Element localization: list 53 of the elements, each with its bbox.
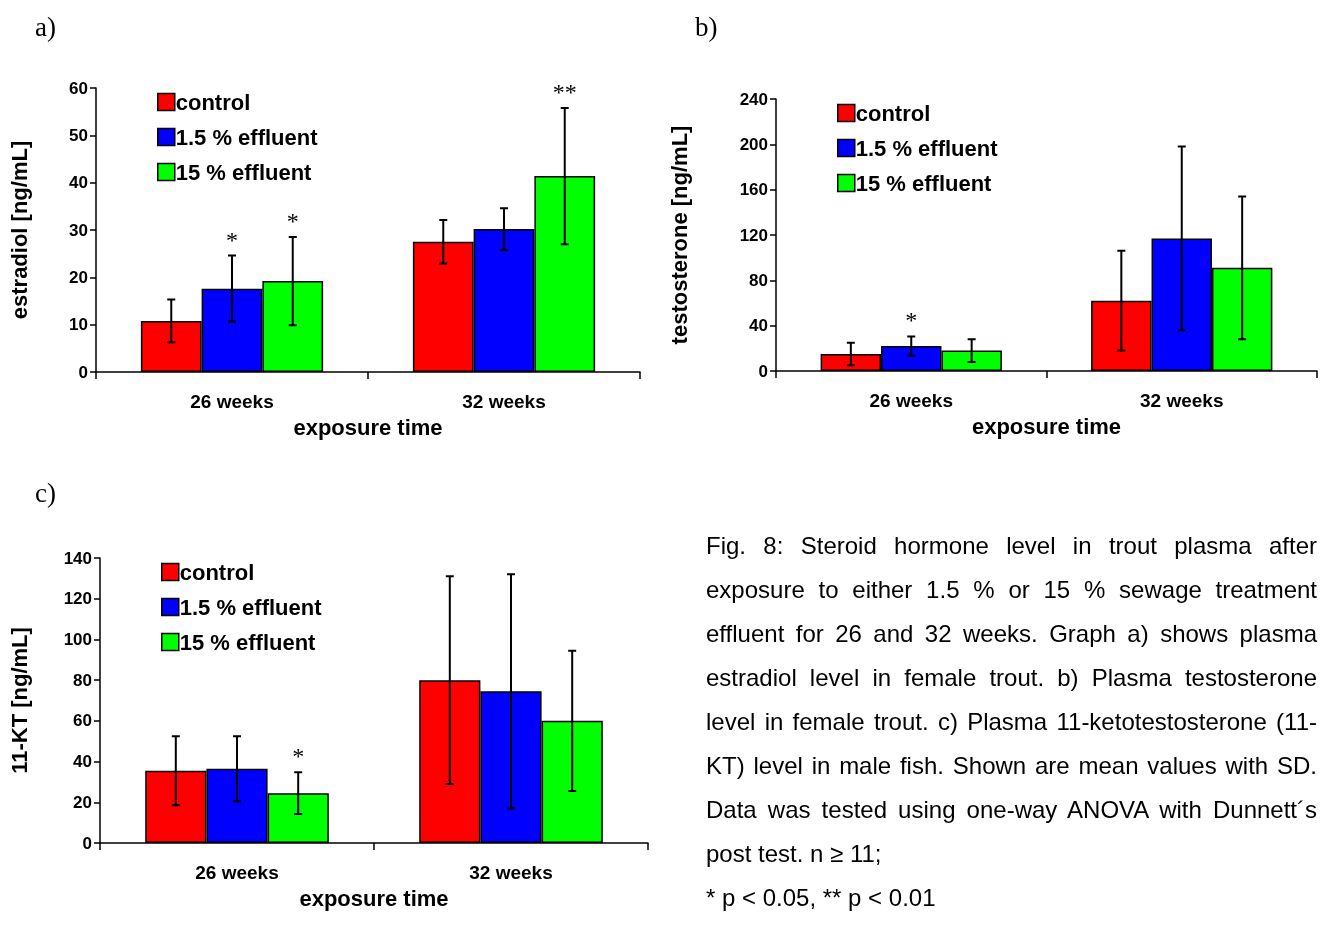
y-tick-label: 20 — [73, 792, 92, 812]
x-axis-title: exposure time — [293, 414, 443, 440]
y-tick-label: 30 — [69, 220, 88, 240]
y-axis-title: estradiol [ng/mL] — [6, 140, 32, 320]
x-axis-title: exposure time — [299, 885, 449, 911]
y-tick-label: 50 — [69, 125, 88, 145]
legend-label: 1.5 % effluent — [175, 124, 319, 150]
legend-label: 15 % effluent — [179, 629, 317, 655]
x-tick-label: 32 weeks — [1140, 390, 1224, 411]
data-label: * — [226, 226, 238, 253]
legend-label: 1.5 % effluent — [179, 594, 323, 620]
y-tick-label: 60 — [69, 78, 88, 98]
data-label: * — [905, 307, 918, 334]
legend-label: 1.5 % effluent — [855, 135, 999, 161]
y-tick-label: 0 — [758, 361, 768, 381]
chart-title: a) — [35, 11, 56, 42]
legend-label: 15 % effluent — [855, 170, 993, 196]
y-tick-label: 40 — [749, 316, 768, 336]
y-tick-label: 200 — [739, 134, 768, 154]
y-tick-label: 80 — [749, 270, 768, 290]
caption: Fig. 8: Steroid hormone level in trout plasma after exposure to either 1.5 % or 15 % sewage treatment effluent for 26 and 32 weeks. Graph a) shows plasma estradiol level in female trout. b) Plasma testosterone level in female trout. c) Plasma 11-ketotestosterone (11-KT) level in male fish. Shown are mean values with SD. Data was tested using one-way ANOVA with Dunnett´s post test. n ≥ 11; — [706, 531, 1317, 869]
legend-label: control — [175, 89, 251, 115]
legend-label: control — [179, 559, 255, 585]
y-tick-label: 120 — [63, 589, 92, 609]
chart-title: c) — [35, 477, 56, 508]
x-tick-label: 26 weeks — [190, 391, 274, 412]
text: * p < 0.05, ** p < 0.01 — [706, 883, 937, 913]
x-axis-title: exposure time — [971, 413, 1122, 439]
y-tick-label: 60 — [73, 711, 92, 731]
data-label: * — [286, 208, 299, 235]
legend-label: control — [855, 100, 931, 126]
y-tick-label: 20 — [69, 267, 88, 287]
chart-title: b) — [695, 11, 718, 42]
y-tick-label: 40 — [73, 752, 92, 772]
y-tick-label: 40 — [69, 173, 88, 193]
x-tick-label: 32 weeks — [469, 862, 553, 883]
y-tick-label: 80 — [73, 670, 92, 690]
x-tick-label: 26 weeks — [869, 390, 953, 411]
y-axis-title: 11-KT [ng/mL] — [6, 627, 32, 774]
y-tick-label: 140 — [63, 548, 92, 568]
y-tick-label: 160 — [739, 180, 768, 200]
y-tick-label: 0 — [82, 833, 92, 853]
x-tick-label: 32 weeks — [462, 391, 546, 412]
legend-label: 15 % effluent — [175, 159, 313, 185]
y-tick-label: 0 — [78, 362, 88, 382]
y-axis-title: testosterone [ng/mL] — [666, 125, 692, 345]
data-label: ** — [552, 78, 577, 105]
y-tick-label: 10 — [69, 315, 88, 335]
y-tick-label: 240 — [739, 89, 768, 109]
y-tick-label: 100 — [63, 629, 92, 649]
data-label: * — [292, 743, 305, 770]
x-tick-label: 26 weeks — [195, 862, 279, 883]
y-tick-label: 120 — [739, 225, 768, 245]
